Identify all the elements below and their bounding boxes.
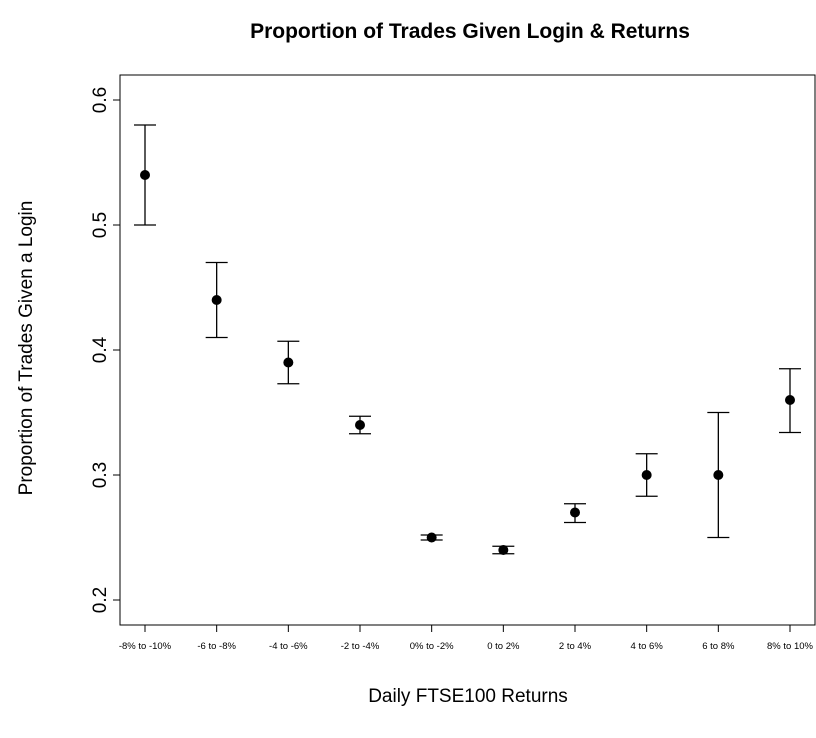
x-tick-label: 8% to 10% — [767, 641, 813, 652]
point — [641, 470, 652, 480]
plot-frame — [119, 74, 816, 626]
x-tick-label: -6 to -8% — [197, 641, 236, 652]
x-tick-label: 0% to -2% — [410, 641, 454, 652]
y-tick-label: 0.4 — [90, 336, 111, 363]
point — [140, 170, 150, 180]
x-tick-label: -8% to -10% — [119, 641, 172, 652]
x-tick-label: 4 to 6% — [631, 641, 664, 652]
y-axis-label: Proportion of Trades Given a Login — [16, 201, 37, 496]
point — [713, 470, 724, 480]
point — [426, 532, 437, 543]
x-axis-label: Daily FTSE100 Returns — [368, 686, 568, 707]
x-tick-label: 6 to 8% — [702, 641, 735, 652]
point — [570, 507, 580, 518]
x-tick-label: -2 to -4% — [341, 641, 380, 652]
point — [498, 545, 509, 555]
y-tick-label: 0.2 — [90, 587, 111, 613]
x-tick-label: 0 to 2% — [487, 641, 520, 652]
y-tick-label: 0.5 — [90, 212, 111, 238]
x-tick-label: -4 to -6% — [269, 641, 308, 652]
y-tick-label: 0.6 — [90, 87, 111, 113]
point — [211, 295, 222, 305]
x-tick-label: 2 to 4% — [559, 641, 592, 652]
point — [785, 395, 795, 405]
point — [355, 420, 365, 430]
point — [283, 357, 294, 368]
y-tick-label: 0.3 — [90, 462, 111, 488]
chart-title: Proportion of Trades Given Login & Retur… — [250, 20, 690, 43]
